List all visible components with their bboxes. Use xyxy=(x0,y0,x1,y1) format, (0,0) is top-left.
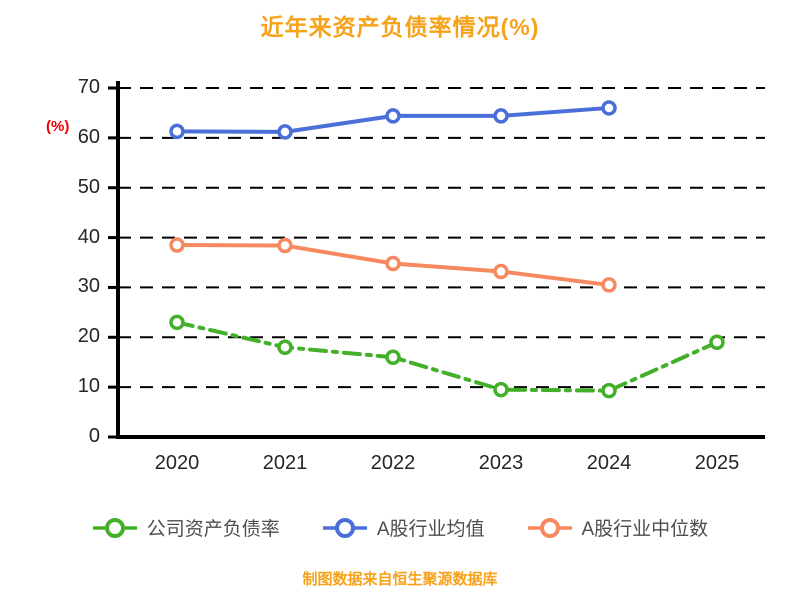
industry-mean-point-marker xyxy=(601,100,617,116)
y-tick-label-0: 0 xyxy=(88,425,100,447)
y-tick-label-50: 50 xyxy=(77,175,100,198)
industry-median-point-marker xyxy=(169,237,185,253)
y-tick-label-40: 40 xyxy=(77,225,100,248)
legend: 公司资产负债率 A股行业均值 A股行业中位数 xyxy=(0,514,800,541)
company-ratio-point-marker xyxy=(169,314,185,331)
x-tick-label-2025: 2025 xyxy=(694,452,740,474)
y-tick-label-70: 70 xyxy=(77,76,100,98)
company-ratio-line xyxy=(175,320,719,393)
y-tick-label-10: 10 xyxy=(77,375,100,398)
industry-median-point-marker xyxy=(277,237,293,254)
legend-marker-icon xyxy=(527,517,572,538)
legend-marker-icon xyxy=(92,517,137,538)
legend-item-industry-mean: A股行业均值 xyxy=(322,514,485,541)
industry-mean-point-marker xyxy=(169,123,185,140)
company-ratio-point-marker xyxy=(709,334,725,351)
company-ratio-point-marker xyxy=(601,382,617,399)
industry-mean-point-marker xyxy=(277,124,293,140)
y-tick-label-60: 60 xyxy=(77,125,100,148)
industry-median-point-marker xyxy=(385,255,401,272)
chart-title: 近年来资产负债率情况(%) xyxy=(260,14,540,40)
company-ratio-point-marker xyxy=(385,349,401,365)
legend-label: A股行业均值 xyxy=(376,519,485,540)
x-tick-label-2021: 2021 xyxy=(262,452,308,474)
industry-mean-point-marker xyxy=(385,108,401,124)
legend-marker-icon xyxy=(322,517,367,538)
footer-note: 制图数据来自恒生聚源数据库 xyxy=(302,571,498,588)
y-axis-unit-label: (%) xyxy=(46,118,70,135)
legend-item-industry-median: A股行业中位数 xyxy=(527,514,709,541)
y-tick-label-30: 30 xyxy=(77,275,100,298)
company-ratio-point-marker xyxy=(277,339,293,356)
x-tick-label-2023: 2023 xyxy=(478,452,524,474)
x-tick-label-2020: 2020 xyxy=(154,452,200,474)
industry-median-point-marker xyxy=(601,277,617,293)
industry-mean-point-marker xyxy=(493,108,509,124)
x-tick-label-2022: 2022 xyxy=(370,452,416,474)
legend-label: 公司资产负债率 xyxy=(146,519,280,540)
legend-label: A股行业中位数 xyxy=(581,519,709,540)
company-ratio-point-marker xyxy=(493,381,509,398)
industry-median-point-marker xyxy=(493,263,509,280)
legend-item-company-ratio: 公司资产负债率 xyxy=(92,514,280,541)
y-tick-label-20: 20 xyxy=(77,325,100,348)
x-tick-label-2024: 2024 xyxy=(586,452,632,474)
